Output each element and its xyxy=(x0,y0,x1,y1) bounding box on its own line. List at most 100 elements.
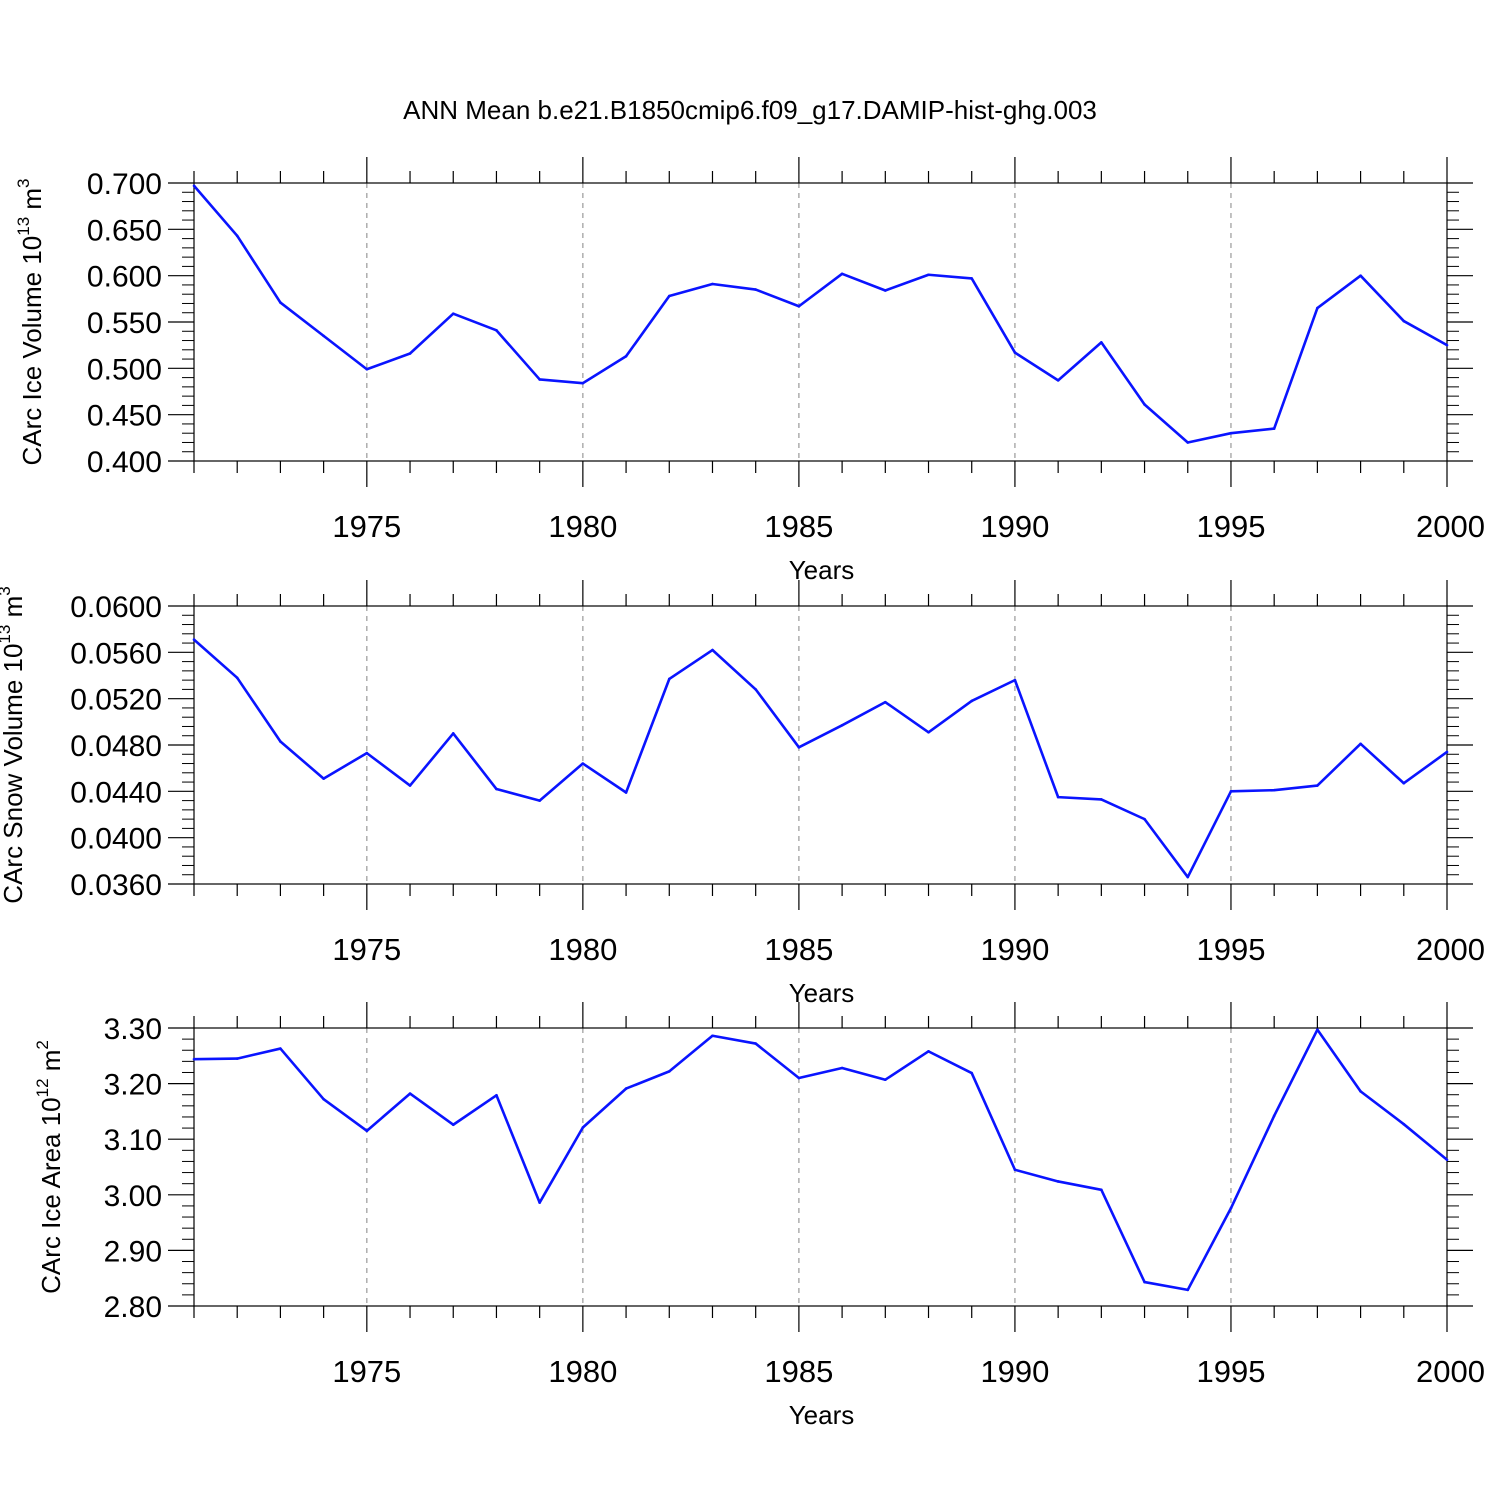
y-tick-label: 0.550 xyxy=(87,307,162,340)
y-tick-label: 3.30 xyxy=(104,1013,162,1046)
x-axis-label: Years xyxy=(789,978,855,1008)
data-point xyxy=(1013,1168,1017,1172)
y-axis-label-text: m xyxy=(0,596,28,625)
data-point xyxy=(884,289,887,292)
series-line xyxy=(193,184,1448,444)
y-tick-label: 0.0360 xyxy=(70,869,162,902)
data-point xyxy=(322,777,325,780)
data-point xyxy=(624,1087,628,1090)
y-tick-label: 0.0600 xyxy=(70,591,162,624)
data-point xyxy=(1445,750,1449,754)
y-tick-label: 0.500 xyxy=(87,353,162,386)
data-point xyxy=(365,1129,369,1133)
data-point xyxy=(495,1093,498,1097)
x-tick-label: 1985 xyxy=(764,1354,833,1389)
data-point xyxy=(1272,1114,1276,1118)
data-point xyxy=(322,334,325,338)
data-point xyxy=(538,378,541,381)
y-tick-label: 3.00 xyxy=(104,1180,162,1213)
data-point xyxy=(970,1071,974,1075)
data-point xyxy=(279,740,282,743)
data-point xyxy=(451,312,455,315)
data-point xyxy=(235,234,239,238)
x-tick-label: 1995 xyxy=(1196,1354,1265,1389)
x-tick-label: 1990 xyxy=(980,509,1049,544)
y-axis-label-text: m xyxy=(36,1050,66,1079)
y-tick-label: 0.600 xyxy=(87,261,162,294)
x-tick-label: 1985 xyxy=(764,509,833,544)
data-point xyxy=(1316,1028,1319,1031)
y-axis-label-text: CArc Ice Area 10 xyxy=(36,1097,66,1294)
data-point xyxy=(1402,1122,1406,1126)
data-point xyxy=(1402,781,1406,785)
plot-frame xyxy=(193,1027,1448,1307)
data-point xyxy=(1229,790,1233,793)
y-tick-label: 0.0520 xyxy=(70,684,162,717)
data-point xyxy=(1402,319,1406,323)
data-point xyxy=(192,184,196,188)
data-point xyxy=(1445,343,1449,347)
data-point xyxy=(1056,1180,1060,1183)
data-point xyxy=(1272,788,1276,792)
data-point xyxy=(840,1066,844,1070)
data-point xyxy=(970,277,974,280)
x-axis-label: Years xyxy=(789,1400,855,1430)
y-tick-label: 0.0400 xyxy=(70,823,162,856)
chart-panel-1: 0.400 0.450 0.500 0.550 0.600 0.650 0.700 1975 1… xyxy=(14,157,1485,585)
data-point xyxy=(365,751,369,755)
plot-frame xyxy=(193,182,1448,462)
data-point xyxy=(970,699,974,703)
y-axis-label-superscript: 13 xyxy=(14,217,33,236)
data-point xyxy=(797,304,801,308)
y-axis-label-superscript: 3 xyxy=(14,178,33,187)
data-point xyxy=(1143,403,1146,406)
data-point xyxy=(408,352,412,355)
data-point xyxy=(1186,1288,1190,1292)
y-tick-label: 0.450 xyxy=(87,400,162,433)
data-point xyxy=(1100,798,1103,801)
data-point xyxy=(235,1057,239,1060)
data-point xyxy=(1143,817,1146,821)
data-point xyxy=(667,1070,671,1073)
y-axis-label: CArc Ice Volume 1013 m3 xyxy=(14,178,47,465)
data-point xyxy=(840,272,844,276)
x-tick-label: 1975 xyxy=(332,932,401,967)
x-tick-label: 1980 xyxy=(548,932,617,967)
series-line xyxy=(193,638,1448,879)
data-point xyxy=(797,746,801,749)
data-point xyxy=(581,1126,585,1129)
data-point xyxy=(1013,678,1017,682)
data-point xyxy=(279,301,282,304)
data-point xyxy=(279,1047,282,1050)
x-tick-label: 1990 xyxy=(980,932,1049,967)
y-tick-label: 0.0560 xyxy=(70,637,162,670)
y-tick-label: 2.80 xyxy=(104,1291,162,1324)
data-point xyxy=(667,677,671,681)
data-point xyxy=(538,799,541,802)
x-tick-label: 2000 xyxy=(1416,509,1485,544)
x-tick-label: 2000 xyxy=(1416,932,1485,967)
data-point xyxy=(1229,1206,1233,1210)
y-tick-label: 0.650 xyxy=(87,214,162,247)
x-tick-label: 2000 xyxy=(1416,1354,1485,1389)
x-tick-label: 1980 xyxy=(548,509,617,544)
x-tick-label: 1975 xyxy=(332,1354,401,1389)
y-axis-label-text: CArc Snow Volume 10 xyxy=(0,644,28,904)
y-axis-label-superscript: 3 xyxy=(0,586,14,595)
data-point xyxy=(1272,427,1276,430)
data-point xyxy=(927,1050,930,1053)
y-tick-label: 3.20 xyxy=(104,1069,162,1102)
data-point xyxy=(711,1034,714,1038)
y-axis-label-superscript: 2 xyxy=(33,1040,52,1049)
y-tick-label: 0.700 xyxy=(87,168,162,201)
data-point xyxy=(1316,306,1319,310)
y-axis-label-superscript: 13 xyxy=(0,625,14,644)
chart-panel-2: 0.0360 0.0400 0.0440 0.0480 0.0520 0.0560 0.06… xyxy=(0,580,1485,1008)
data-point xyxy=(322,1097,325,1101)
data-point xyxy=(451,732,455,735)
y-axis-label: CArc Snow Volume 1013 m3 xyxy=(0,586,28,903)
data-point xyxy=(408,1092,412,1095)
data-point xyxy=(451,1123,455,1127)
data-point xyxy=(1056,795,1060,799)
